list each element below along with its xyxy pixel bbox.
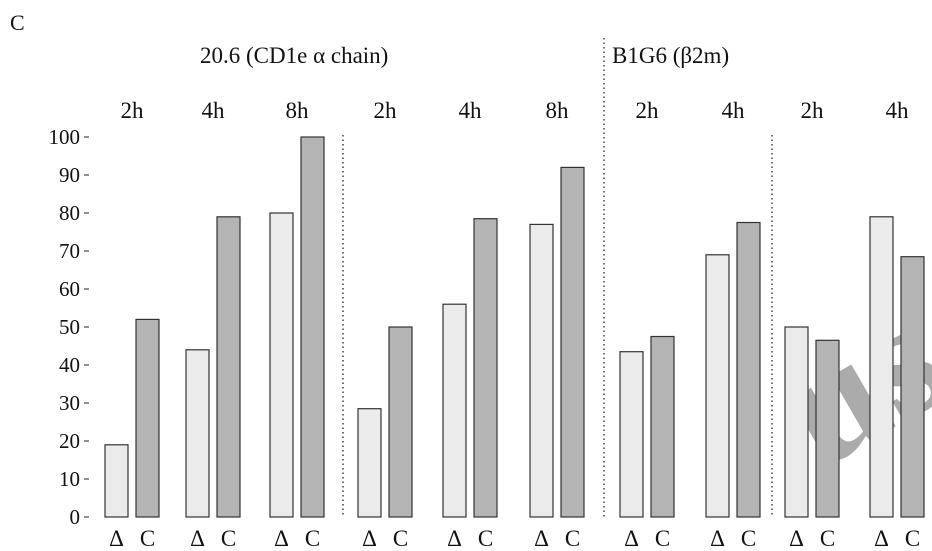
y-tick-label: 10	[59, 467, 80, 491]
bar-delta	[619, 351, 644, 518]
panel-label: C	[10, 10, 25, 35]
condition-label-c: C	[478, 526, 493, 551]
y-tick-label: 20	[59, 429, 80, 453]
time-label: 8h	[286, 98, 310, 123]
time-label: 4h	[202, 98, 226, 123]
time-label: 4h	[722, 98, 746, 123]
condition-label-delta: Δ	[190, 526, 205, 551]
condition-label-c: C	[655, 526, 670, 551]
condition-label-delta: Δ	[874, 526, 889, 551]
condition-label-c: C	[905, 526, 920, 551]
bar-delta	[104, 444, 129, 518]
y-tick-label: 70	[59, 239, 80, 263]
group-title-cd1e: 20.6 (CD1e α chain)	[200, 43, 388, 68]
bar-delta	[784, 326, 809, 518]
bar-c	[473, 218, 498, 518]
y-tick-label: 50	[59, 315, 80, 339]
condition-label-delta: Δ	[362, 526, 377, 551]
condition-label-c: C	[741, 526, 756, 551]
y-tick-label: 100	[49, 125, 81, 149]
time-label: 2h	[636, 98, 660, 123]
time-label: 4h	[459, 98, 483, 123]
bar-delta	[269, 212, 294, 518]
condition-label-c: C	[820, 526, 835, 551]
bar-delta	[442, 303, 467, 518]
bar-c	[388, 326, 413, 518]
condition-label-delta: Δ	[624, 526, 639, 551]
condition-label-c: C	[393, 526, 408, 551]
bar-c	[736, 221, 761, 518]
bar-c	[135, 318, 160, 518]
group-title-b1g6: B1G6 (β2m)	[612, 43, 729, 68]
y-tick-label: 80	[59, 201, 80, 225]
bar-delta	[869, 216, 894, 518]
y-tick-label: 30	[59, 391, 80, 415]
bar-delta	[357, 408, 382, 518]
bar-c	[216, 216, 241, 518]
bar-c	[650, 335, 675, 518]
condition-label-delta: Δ	[109, 526, 124, 551]
time-label: 2h	[121, 98, 145, 123]
time-label: 8h	[546, 98, 570, 123]
condition-label-c: C	[305, 526, 320, 551]
bar-c	[300, 136, 325, 518]
time-label: 2h	[374, 98, 398, 123]
time-label: 2h	[801, 98, 825, 123]
condition-label-delta: Δ	[710, 526, 725, 551]
condition-label-delta: Δ	[534, 526, 549, 551]
y-tick-label: 60	[59, 277, 80, 301]
condition-label-delta: Δ	[274, 526, 289, 551]
condition-label-c: C	[140, 526, 155, 551]
y-tick-label: 0	[70, 505, 81, 529]
condition-label-c: C	[221, 526, 236, 551]
y-tick-label: 40	[59, 353, 80, 377]
bar-c	[815, 339, 840, 518]
bar-delta	[705, 254, 730, 518]
bar-c	[560, 166, 585, 518]
condition-label-delta: Δ	[447, 526, 462, 551]
bar-delta	[529, 223, 554, 518]
bar-delta	[185, 349, 210, 518]
time-label: 4h	[886, 98, 910, 123]
condition-label-c: C	[565, 526, 580, 551]
condition-label-delta: Δ	[789, 526, 804, 551]
y-tick-label: 90	[59, 163, 80, 187]
bar-c	[900, 256, 925, 518]
